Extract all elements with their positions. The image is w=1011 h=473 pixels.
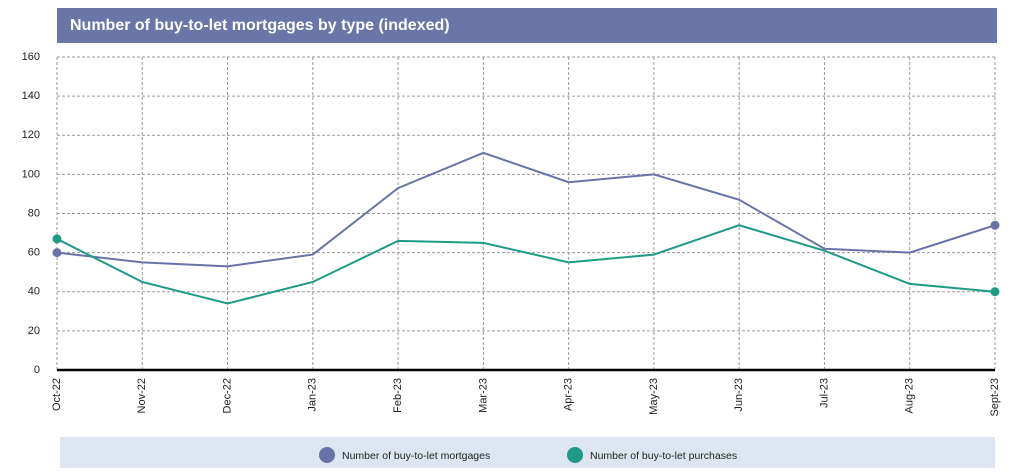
y-tick-label: 0 xyxy=(34,364,40,376)
y-tick-label: 100 xyxy=(22,168,40,180)
x-tick-label: Jul-23 xyxy=(818,378,830,408)
end-marker xyxy=(52,234,62,244)
x-tick-label: Apr-23 xyxy=(563,378,575,411)
x-tick-label: Nov-22 xyxy=(136,378,148,413)
y-tick-label: 80 xyxy=(28,207,40,219)
chart-title: Number of buy-to-let mortgages by type (… xyxy=(70,17,450,34)
legend-label: Number of buy-to-let mortgages xyxy=(342,450,490,462)
x-tick-label: Dec-22 xyxy=(221,378,233,413)
y-tick-label: 160 xyxy=(22,51,40,63)
legend-box xyxy=(60,437,995,468)
end-marker xyxy=(990,287,1000,297)
end-marker xyxy=(52,248,62,258)
y-tick-label: 140 xyxy=(22,90,40,102)
x-tick-label: May-23 xyxy=(648,378,660,415)
series-line xyxy=(56,224,996,305)
x-tick-label: Jun-23 xyxy=(733,378,745,412)
legend-swatch xyxy=(567,447,583,463)
x-tick-label: Mar-23 xyxy=(477,378,489,413)
x-tick-label: Feb-23 xyxy=(392,378,404,413)
title-bar xyxy=(57,8,997,43)
end-marker xyxy=(990,220,1000,230)
legend-label: Number of buy-to-let purchases xyxy=(590,450,737,462)
y-tick-label: 20 xyxy=(28,325,40,337)
y-tick-label: 120 xyxy=(22,129,40,141)
legend-swatch xyxy=(319,447,335,463)
x-tick-label: Sept-23 xyxy=(989,378,1001,417)
series-line xyxy=(56,151,996,268)
x-tick-label: Oct-22 xyxy=(51,378,63,411)
y-tick-label: 60 xyxy=(28,247,40,259)
x-tick-label: Jan-23 xyxy=(307,378,319,412)
x-tick-label: Aug-23 xyxy=(904,378,916,413)
y-tick-label: 40 xyxy=(28,286,40,298)
